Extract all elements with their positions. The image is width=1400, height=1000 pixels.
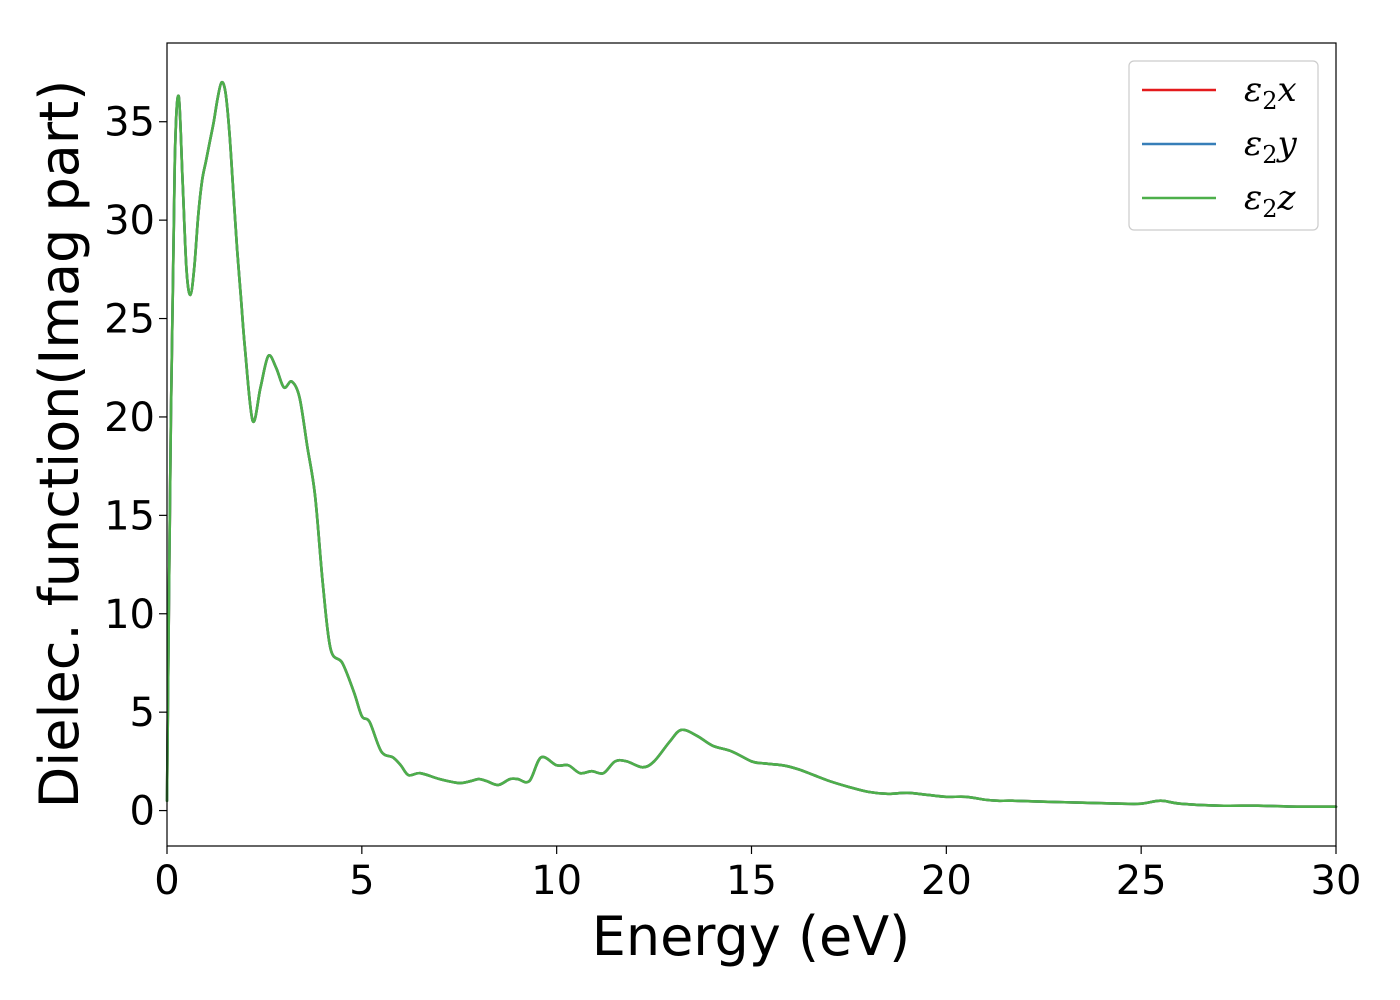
legend-label-main: ε	[1244, 178, 1262, 218]
x-tick-label: 0	[154, 858, 179, 904]
legend-box	[1128, 60, 1319, 231]
y-tick-label: 15	[104, 493, 155, 539]
y-axis-ticks: 0 5 10 15 20 25 30 35	[104, 100, 167, 835]
x-tick-label: 30	[1311, 858, 1362, 904]
y-tick-label: 20	[104, 395, 155, 441]
x-tick-label: 15	[726, 858, 777, 904]
series-line-z	[165, 80, 1338, 809]
x-tick-label: 25	[1116, 858, 1167, 904]
y-tick-label: 25	[104, 297, 155, 343]
x-axis-title: Energy (eV)	[592, 905, 911, 968]
legend-label-axis: y	[1276, 124, 1298, 164]
legend-label-main: ε	[1244, 70, 1262, 110]
legend-label-x: ε2x	[1244, 70, 1297, 115]
x-tick-label: 5	[349, 858, 374, 904]
legend-label-axis: x	[1278, 70, 1297, 110]
x-axis-ticks: 0 5 10 15 20 25 30	[154, 846, 1361, 904]
plot-lines	[165, 80, 1338, 809]
y-axis-title: Dielec. function(Imag part)	[28, 80, 91, 809]
legend-label-y: ε2y	[1244, 124, 1298, 169]
x-tick-label: 20	[921, 858, 972, 904]
legend-label-sub: 2	[1262, 195, 1277, 223]
legend-label-z: ε2z	[1244, 178, 1297, 223]
y-tick-label: 10	[104, 592, 155, 638]
y-tick-label: 5	[130, 690, 155, 736]
legend-label-axis: z	[1277, 178, 1297, 218]
legend-label-sub: 2	[1262, 141, 1277, 169]
legend-label-main: ε	[1244, 124, 1262, 164]
y-tick-label: 0	[130, 789, 155, 835]
y-tick-label: 35	[104, 100, 155, 146]
x-tick-label: 10	[531, 858, 582, 904]
legend-label-sub: 2	[1262, 87, 1277, 115]
y-tick-label: 30	[104, 198, 155, 244]
